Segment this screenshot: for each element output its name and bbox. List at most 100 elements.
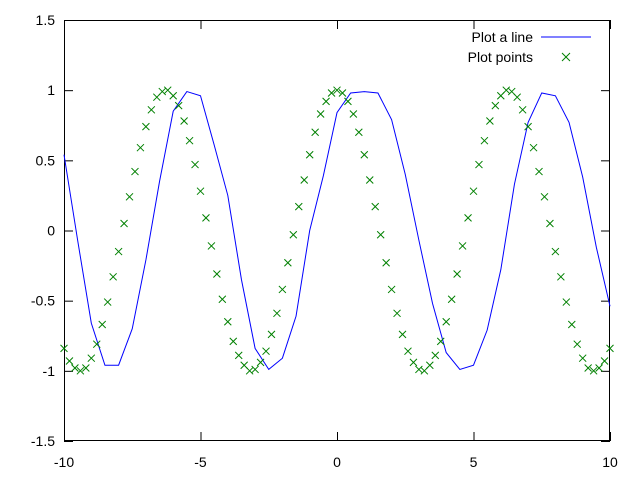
data-point-x-marker (354, 128, 363, 137)
data-point-x-marker (513, 93, 522, 102)
data-point-x-marker (76, 366, 85, 375)
data-point-x-marker (147, 105, 156, 114)
data-point-x-marker (393, 309, 401, 318)
data-point-x-marker (234, 351, 243, 360)
data-point-x-marker (65, 357, 74, 365)
data-point-x-marker (436, 337, 445, 346)
data-point-x-marker (529, 143, 538, 152)
data-point-x-marker (535, 167, 543, 176)
data-point-x-marker (60, 344, 68, 353)
data-point-x-marker (557, 272, 565, 281)
plot-area-frame (64, 20, 610, 441)
data-point-x-marker (404, 347, 412, 356)
data-point-x-marker (491, 101, 500, 110)
data-point-x-marker (415, 365, 423, 374)
data-point-x-marker (245, 366, 254, 375)
data-point-x-marker (540, 192, 549, 201)
data-point-x-marker (87, 354, 96, 363)
data-point-x-marker (567, 320, 576, 329)
data-point-x-marker (103, 298, 112, 306)
data-point-x-marker (589, 366, 598, 375)
data-point-x-marker (453, 270, 461, 278)
x-tick-label: -5 (194, 454, 207, 470)
data-point-x-marker (185, 136, 194, 145)
data-point-x-marker (486, 117, 494, 125)
data-point-x-marker (376, 230, 385, 239)
data-point-x-marker (546, 219, 554, 228)
y-tick-label: -1.5 (31, 433, 55, 449)
legend: Plot a line Plot points (468, 29, 591, 65)
data-point-x-marker (131, 167, 139, 176)
data-point-x-marker (158, 87, 167, 96)
x-tick-label: 10 (602, 454, 618, 470)
data-point-x-marker (480, 136, 489, 145)
data-point-x-marker (518, 105, 527, 114)
y-tick-label: 0.5 (36, 152, 56, 168)
data-point-x-marker (114, 247, 123, 256)
data-point-x-marker (573, 340, 582, 349)
data-point-x-marker (120, 219, 128, 228)
data-point-x-marker (98, 320, 107, 329)
data-point-x-marker (136, 143, 145, 152)
data-point-x-marker (251, 365, 259, 374)
data-point-x-marker (109, 272, 117, 281)
data-point-x-marker (213, 270, 221, 278)
data-point-x-marker (289, 230, 298, 239)
y-tick-label: 0 (47, 223, 55, 239)
legend-label-points: Plot points (468, 49, 533, 65)
y-tick-label: -0.5 (31, 293, 55, 309)
data-point-x-marker (196, 187, 205, 196)
y-tick-label: 1 (47, 82, 55, 98)
data-point-x-marker (218, 295, 227, 304)
data-point-x-marker (284, 258, 292, 267)
data-point-x-marker (81, 364, 90, 372)
y-tick-label: -1 (43, 363, 56, 379)
data-point-x-marker (524, 122, 532, 131)
data-point-x-marker (273, 309, 281, 318)
data-point-x-marker (338, 89, 347, 97)
data-point-x-marker (311, 128, 320, 137)
data-point-x-marker (267, 330, 276, 339)
data-point-x-marker (327, 89, 336, 97)
data-point-x-marker (458, 242, 467, 250)
data-point-x-marker (92, 340, 101, 349)
data-point-x-marker (442, 317, 451, 326)
data-point-x-marker (365, 176, 374, 184)
data-point-x-marker (382, 258, 390, 267)
data-point-x-marker (262, 347, 270, 356)
data-point-x-marker (174, 101, 183, 110)
data-point-x-marker (256, 358, 265, 367)
data-point-x-marker (600, 357, 609, 365)
y-tick-label: 1.5 (36, 12, 56, 28)
data-point-x-marker (207, 242, 216, 250)
data-point-x-marker (360, 150, 369, 159)
series-layer (60, 86, 614, 375)
data-point-x-marker (349, 110, 358, 118)
data-point-x-marker (344, 97, 352, 106)
data-point-x-marker (278, 285, 287, 294)
data-point-x-marker (300, 176, 309, 184)
data-point-x-marker (578, 354, 587, 363)
data-point-x-marker (425, 361, 434, 370)
data-point-x-marker (202, 214, 210, 222)
series-line-plot-a-line (63, 90, 611, 371)
data-point-x-marker (322, 97, 330, 106)
legend-swatch-x-marker (561, 52, 571, 62)
data-point-x-marker (469, 187, 478, 196)
data-point-x-marker (447, 295, 456, 304)
legend-label-line: Plot a line (472, 29, 534, 45)
data-point-x-marker (229, 337, 238, 346)
data-point-x-marker (305, 150, 314, 159)
data-point-x-marker (180, 117, 188, 125)
axis-ticks: -10 -5 0 5 10 1.5 1 0.5 0 -0.5 -1 -1.5 (31, 12, 618, 470)
data-point-x-marker (398, 330, 407, 339)
data-point-x-marker (142, 122, 150, 131)
data-point-x-marker (409, 358, 418, 367)
data-point-x-marker (371, 202, 380, 211)
data-point-x-marker (464, 214, 472, 222)
x-tick-label: 5 (470, 454, 478, 470)
data-point-x-marker (223, 317, 232, 326)
x-tick-label: -10 (54, 454, 74, 470)
data-point-x-marker (71, 364, 79, 372)
